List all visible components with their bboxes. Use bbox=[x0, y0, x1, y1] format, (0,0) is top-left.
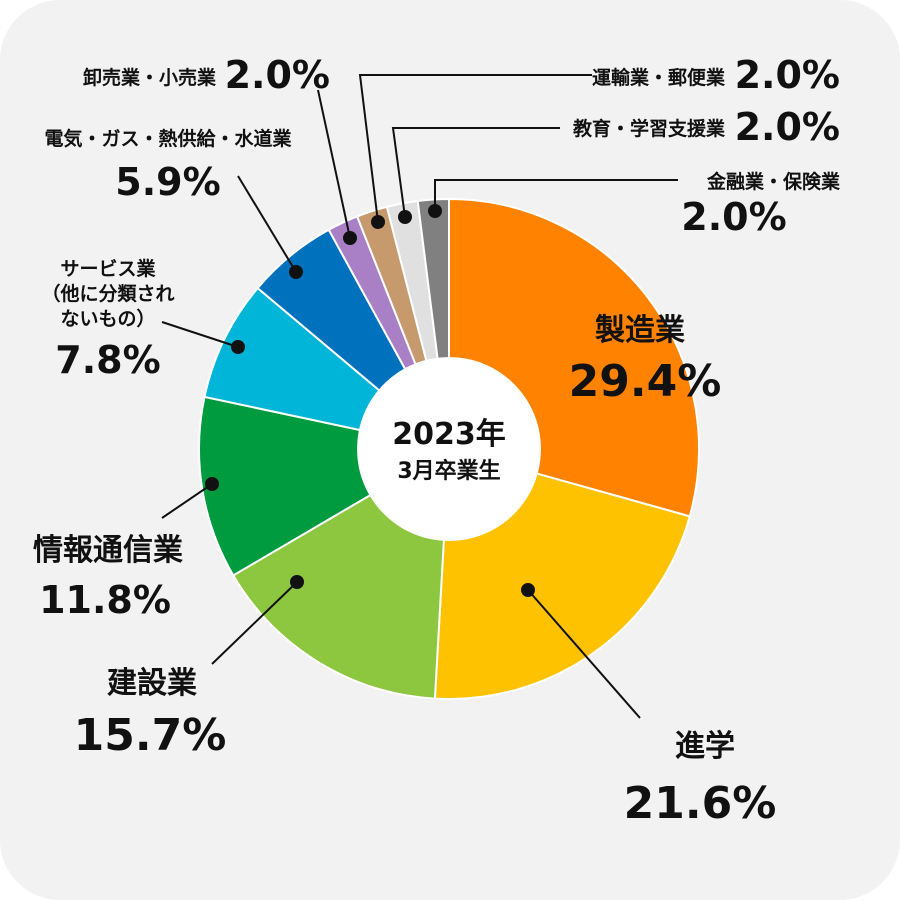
slice-10-leader-dot bbox=[428, 204, 442, 218]
slice-3-label: 建設業 bbox=[107, 666, 197, 701]
labels-group: 製造業 29.4% 進学 21.6% 建設業 15.7% 情報通信業 11.8% サービス業（他… bbox=[33, 53, 841, 829]
slice-7-leader-line bbox=[317, 89, 351, 239]
slice-6-label: 電気・ガス・熱供給・水道業 bbox=[44, 127, 292, 150]
slice-3-leader-dot bbox=[290, 575, 304, 589]
slice-4-leader-line bbox=[161, 483, 213, 519]
slice-9-label: 教育・学習支援業 bbox=[573, 117, 726, 140]
slice-2-leader-line bbox=[527, 589, 641, 719]
slice-7-value: 2.0% bbox=[225, 53, 330, 97]
slice-5-value: 7.8% bbox=[55, 338, 160, 382]
slice-8-value: 2.0% bbox=[735, 53, 840, 97]
slice-6-value: 5.9% bbox=[115, 160, 220, 204]
slice-2-value: 21.6% bbox=[624, 778, 777, 829]
center-year-text: 2023年 bbox=[392, 417, 506, 452]
slice-3-value: 15.7% bbox=[74, 710, 227, 761]
slice-6-leader-line bbox=[237, 175, 297, 273]
slice-2-leader-dot bbox=[521, 583, 535, 597]
slice-7-label: 卸売業・小売業 bbox=[83, 66, 217, 89]
slice-10-value: 2.0% bbox=[681, 195, 786, 239]
slice-7-leader-dot bbox=[343, 231, 357, 245]
slice-8-leader-line bbox=[358, 74, 592, 223]
slice-5-leader-line bbox=[161, 321, 239, 348]
slice-5-label-line-2: （他に分類され bbox=[41, 282, 174, 305]
slice-4-value: 11.8% bbox=[39, 578, 171, 622]
slice-4-leader-dot bbox=[205, 477, 219, 491]
slice-4-label: 情報通信業 bbox=[33, 533, 183, 568]
slice-1-value: 29.4% bbox=[569, 356, 722, 407]
leader-lines-group bbox=[161, 74, 678, 719]
slice-9-leader-dot bbox=[398, 210, 412, 224]
donut-hole bbox=[357, 357, 541, 541]
slice-5-label-line-3: ないもの） bbox=[60, 307, 155, 330]
slice-9-leader-line bbox=[391, 127, 560, 218]
center-subtitle-text: 3月卒業生 bbox=[397, 458, 500, 484]
slice-9-value: 2.0% bbox=[735, 105, 840, 149]
slice-5-label-line-1: サービス業 bbox=[60, 257, 156, 280]
slice-8-label: 運輸業・郵便業 bbox=[592, 66, 726, 89]
slice-3-leader-line bbox=[211, 581, 298, 665]
slice-1-label: 製造業 bbox=[595, 313, 685, 348]
slice-10-label: 金融業・保険業 bbox=[706, 170, 841, 193]
slice-5-leader-dot bbox=[231, 340, 245, 354]
slice-8-leader-dot bbox=[371, 215, 385, 229]
slice-10-leader-line bbox=[434, 179, 678, 211]
slice-6-leader-dot bbox=[289, 265, 303, 279]
slice-2-label: 進学 bbox=[675, 729, 735, 764]
